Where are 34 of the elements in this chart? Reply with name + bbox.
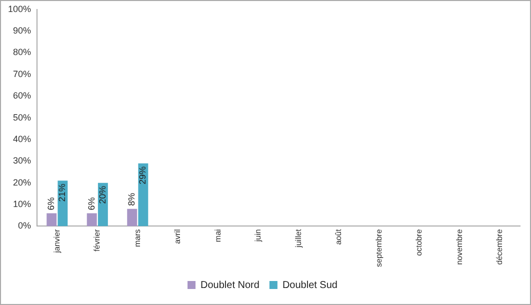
legend-label: Doublet Sud [282,280,338,291]
y-tick-label: 100% [8,4,32,14]
x-tick-label: avril [173,228,182,244]
y-tick-label: 30% [13,156,32,166]
y-tick-label: 10% [13,199,32,210]
x-tick-label: juillet [294,228,303,248]
y-tick-label: 90% [13,26,32,36]
x-tick-label: mars [132,229,142,247]
x-tick-label: novembre [454,228,464,265]
y-tick-label: 40% [13,134,32,144]
bar [86,213,97,226]
x-tick-label: octobre [414,228,424,256]
y-tick-label: 20% [13,177,32,188]
x-tick-label: septembre [374,228,384,267]
data-label: 6% [46,197,56,210]
y-tick-label: 60% [13,90,32,101]
legend-label: Doublet Nord [200,280,260,291]
x-tick-label: mai [213,228,222,242]
y-tick-label: 80% [13,47,32,58]
bar [127,208,138,226]
data-label: 20% [97,186,108,204]
data-label: 8% [126,192,137,206]
x-tick-label: août [334,228,344,245]
data-label: 6% [86,197,96,210]
y-tick-label: 70% [13,68,32,79]
x-tick-label: janvier [52,228,62,254]
x-tick-label: juin [254,229,263,243]
bar [46,213,57,226]
y-tick-label: 50% [13,112,32,122]
x-tick-label: février [92,228,102,252]
x-tick-label: décembre [495,228,504,265]
data-label: 29% [138,166,148,184]
data-label: 21% [57,184,68,202]
y-tick-label: 0% [18,220,32,231]
